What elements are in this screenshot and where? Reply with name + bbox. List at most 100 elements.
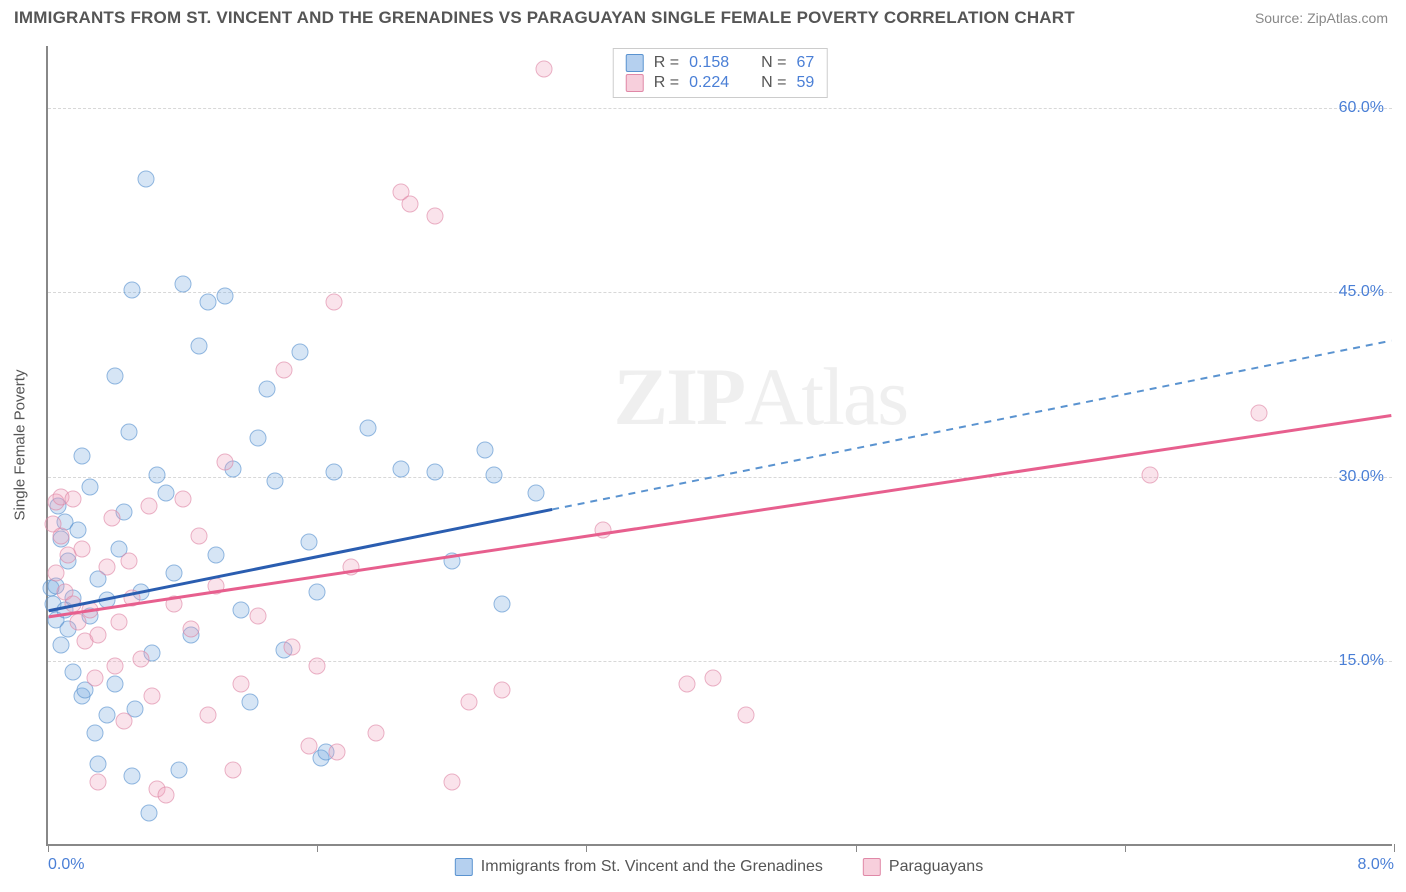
gridline bbox=[48, 108, 1392, 109]
data-point bbox=[191, 528, 208, 545]
legend-n-value: 59 bbox=[796, 74, 814, 92]
chart-container: Single Female Poverty ZIPAtlas R = 0.158… bbox=[46, 46, 1392, 846]
data-point bbox=[443, 552, 460, 569]
data-point bbox=[426, 208, 443, 225]
data-point bbox=[326, 464, 343, 481]
data-point bbox=[225, 762, 242, 779]
data-point bbox=[1142, 466, 1159, 483]
data-point bbox=[738, 706, 755, 723]
data-point bbox=[65, 663, 82, 680]
legend-swatch bbox=[863, 858, 881, 876]
legend-r-value: 0.158 bbox=[689, 54, 729, 72]
plot-area: Single Female Poverty ZIPAtlas R = 0.158… bbox=[46, 46, 1392, 846]
data-point bbox=[1251, 405, 1268, 422]
legend-swatch bbox=[626, 54, 644, 72]
data-point bbox=[250, 429, 267, 446]
data-point bbox=[149, 466, 166, 483]
data-point bbox=[166, 565, 183, 582]
watermark: ZIPAtlas bbox=[613, 350, 907, 444]
data-point bbox=[87, 669, 104, 686]
data-point bbox=[199, 706, 216, 723]
data-point bbox=[329, 743, 346, 760]
data-point bbox=[292, 343, 309, 360]
data-point bbox=[241, 694, 258, 711]
data-point bbox=[233, 676, 250, 693]
data-point bbox=[53, 528, 70, 545]
data-point bbox=[216, 454, 233, 471]
data-point bbox=[124, 768, 141, 785]
data-point bbox=[82, 479, 99, 496]
data-point bbox=[157, 485, 174, 502]
data-point bbox=[393, 460, 410, 477]
gridline bbox=[48, 292, 1392, 293]
y-axis-label: Single Female Poverty bbox=[12, 370, 29, 521]
legend-row: R = 0.158 N = 67 bbox=[626, 53, 815, 73]
data-point bbox=[115, 712, 132, 729]
data-point bbox=[140, 805, 157, 822]
legend-series-item: Paraguayans bbox=[863, 858, 983, 876]
data-point bbox=[90, 626, 107, 643]
data-point bbox=[70, 522, 87, 539]
data-point bbox=[137, 171, 154, 188]
data-point bbox=[359, 420, 376, 437]
data-point bbox=[679, 676, 696, 693]
data-point bbox=[87, 725, 104, 742]
x-tick-mark bbox=[48, 844, 49, 852]
data-point bbox=[309, 583, 326, 600]
data-point bbox=[53, 636, 70, 653]
legend-r-label: R = bbox=[654, 74, 679, 92]
x-tick-label: 8.0% bbox=[1358, 856, 1394, 874]
legend-r-value: 0.224 bbox=[689, 74, 729, 92]
data-point bbox=[494, 596, 511, 613]
chart-title: IMMIGRANTS FROM ST. VINCENT AND THE GREN… bbox=[14, 8, 1075, 28]
gridline bbox=[48, 661, 1392, 662]
data-point bbox=[300, 534, 317, 551]
data-point bbox=[90, 774, 107, 791]
data-point bbox=[157, 786, 174, 803]
x-tick-mark bbox=[856, 844, 857, 852]
data-point bbox=[174, 491, 191, 508]
data-point bbox=[477, 442, 494, 459]
data-point bbox=[443, 774, 460, 791]
data-point bbox=[460, 694, 477, 711]
data-point bbox=[171, 762, 188, 779]
legend-n-value: 67 bbox=[796, 54, 814, 72]
legend-r-label: R = bbox=[654, 54, 679, 72]
chart-header: IMMIGRANTS FROM ST. VINCENT AND THE GREN… bbox=[0, 0, 1406, 34]
data-point bbox=[342, 559, 359, 576]
data-point bbox=[120, 552, 137, 569]
data-point bbox=[124, 589, 141, 606]
data-point bbox=[183, 620, 200, 637]
data-point bbox=[107, 657, 124, 674]
legend-swatch bbox=[455, 858, 473, 876]
y-tick-label: 60.0% bbox=[1339, 99, 1384, 117]
x-tick-mark bbox=[586, 844, 587, 852]
data-point bbox=[174, 276, 191, 293]
y-tick-label: 30.0% bbox=[1339, 468, 1384, 486]
data-point bbox=[300, 737, 317, 754]
trend-lines bbox=[48, 46, 1392, 844]
legend-series-item: Immigrants from St. Vincent and the Gren… bbox=[455, 858, 823, 876]
data-point bbox=[250, 608, 267, 625]
legend-n-label: N = bbox=[761, 74, 786, 92]
data-point bbox=[283, 639, 300, 656]
data-point bbox=[191, 337, 208, 354]
data-point bbox=[110, 614, 127, 631]
data-point bbox=[233, 602, 250, 619]
data-point bbox=[107, 368, 124, 385]
data-point bbox=[65, 491, 82, 508]
x-tick-mark bbox=[1125, 844, 1126, 852]
data-point bbox=[309, 657, 326, 674]
data-point bbox=[98, 559, 115, 576]
legend-n-label: N = bbox=[761, 54, 786, 72]
chart-source: Source: ZipAtlas.com bbox=[1255, 10, 1388, 26]
data-point bbox=[65, 596, 82, 613]
data-point bbox=[98, 706, 115, 723]
data-point bbox=[267, 472, 284, 489]
legend-series-label: Immigrants from St. Vincent and the Gren… bbox=[481, 858, 823, 876]
data-point bbox=[208, 546, 225, 563]
data-point bbox=[326, 294, 343, 311]
data-point bbox=[98, 592, 115, 609]
data-point bbox=[401, 196, 418, 213]
legend-row: R = 0.224 N = 59 bbox=[626, 73, 815, 93]
